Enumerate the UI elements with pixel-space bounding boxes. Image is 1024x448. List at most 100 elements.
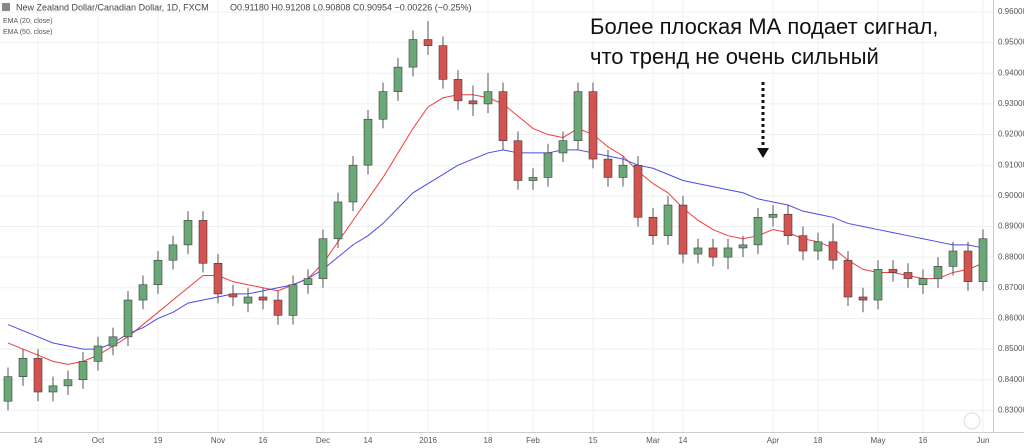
candle-body — [108, 336, 118, 347]
candle-body — [93, 345, 103, 362]
x-tick-label: 14 — [364, 436, 373, 445]
candles — [3, 21, 988, 411]
candle-body — [753, 216, 763, 246]
candle-body — [588, 91, 598, 160]
x-tick-label: Dec — [316, 436, 330, 445]
candle-body — [18, 357, 28, 377]
ohlc-label: O0.91180 H0.91208 L0.90808 C0.90954 −0.0… — [230, 2, 472, 12]
candle-body — [453, 79, 463, 102]
candle-body — [678, 204, 688, 255]
candle-body — [408, 39, 418, 68]
candle-body — [888, 269, 898, 273]
candle-body — [318, 238, 328, 279]
x-tick-label: Nov — [211, 436, 225, 445]
candle-body — [948, 250, 958, 267]
candle-body — [48, 385, 58, 393]
x-tick-label: 16 — [259, 436, 268, 445]
legend-entry[interactable]: EMA (50, close) — [3, 29, 52, 36]
candle-body — [828, 241, 838, 261]
candle-body — [63, 379, 73, 387]
candle-body — [273, 299, 283, 316]
candle-body — [333, 201, 343, 240]
x-tick-label: 18 — [814, 436, 823, 445]
x-tick-label: Mar — [646, 436, 660, 445]
x-tick-label: 14 — [34, 436, 43, 445]
candle-body — [168, 244, 178, 261]
candle-body — [393, 66, 403, 92]
candle-body — [153, 259, 163, 286]
settings-button[interactable] — [963, 412, 981, 430]
x-tick-label: Jun — [977, 436, 990, 445]
candle-body — [468, 100, 478, 105]
candle-body — [198, 220, 208, 264]
candle-body — [378, 91, 388, 120]
candle-body — [363, 118, 373, 166]
arrow-head — [757, 148, 769, 158]
candle-body — [78, 361, 88, 381]
grid — [0, 0, 993, 432]
symbol-icon[interactable] — [2, 3, 10, 11]
candle-body — [633, 164, 643, 218]
candle-body — [723, 247, 733, 258]
candle-body — [423, 39, 433, 46]
candle-body — [963, 250, 973, 282]
x-tick-label: 14 — [679, 436, 688, 445]
candle-body — [663, 204, 673, 236]
candle-body — [513, 140, 523, 181]
candle-body — [498, 91, 508, 141]
y-tick-label: 0.96000 — [998, 7, 1024, 16]
x-tick-label: 18 — [484, 436, 493, 445]
candle-body — [738, 244, 748, 249]
candle-body — [228, 293, 238, 298]
candle-body — [933, 266, 943, 279]
annotation: Более плоская МА подает сигнал, — [590, 14, 938, 39]
candle-body — [798, 235, 808, 252]
candle-body — [33, 357, 43, 393]
ema-line — [7, 149, 984, 350]
candle-body — [558, 140, 568, 154]
x-tick-label: Oct — [92, 436, 105, 445]
chart-title: New Zealand Dollar/Canadian Dollar, 1D, … — [16, 2, 209, 12]
candle-body — [288, 284, 298, 316]
x-tick-label: Apr — [767, 436, 780, 445]
candle-body — [123, 299, 133, 338]
candle-body — [603, 158, 613, 178]
candle-body — [438, 45, 448, 80]
candle-body — [618, 164, 628, 178]
candle-body — [348, 164, 358, 203]
candle-body — [543, 152, 553, 178]
candle-body — [528, 177, 538, 181]
x-tick-label: 19 — [154, 436, 163, 445]
x-tick-label: 15 — [589, 436, 598, 445]
candle-body — [183, 220, 193, 246]
legend-entry[interactable]: EMA (20, close) — [3, 18, 52, 25]
candle-body — [768, 213, 778, 218]
candle-body — [873, 269, 883, 301]
candle-body — [918, 278, 928, 286]
candle-body — [243, 296, 253, 304]
candle-body — [903, 272, 913, 279]
candle-body — [783, 213, 793, 236]
candle-body — [303, 278, 313, 286]
candle-body — [483, 91, 493, 105]
candle-body — [213, 262, 223, 295]
x-tick-label: Feb — [526, 436, 540, 445]
candle-body — [693, 247, 703, 255]
candle-body — [138, 284, 148, 301]
candle-body — [648, 216, 658, 236]
